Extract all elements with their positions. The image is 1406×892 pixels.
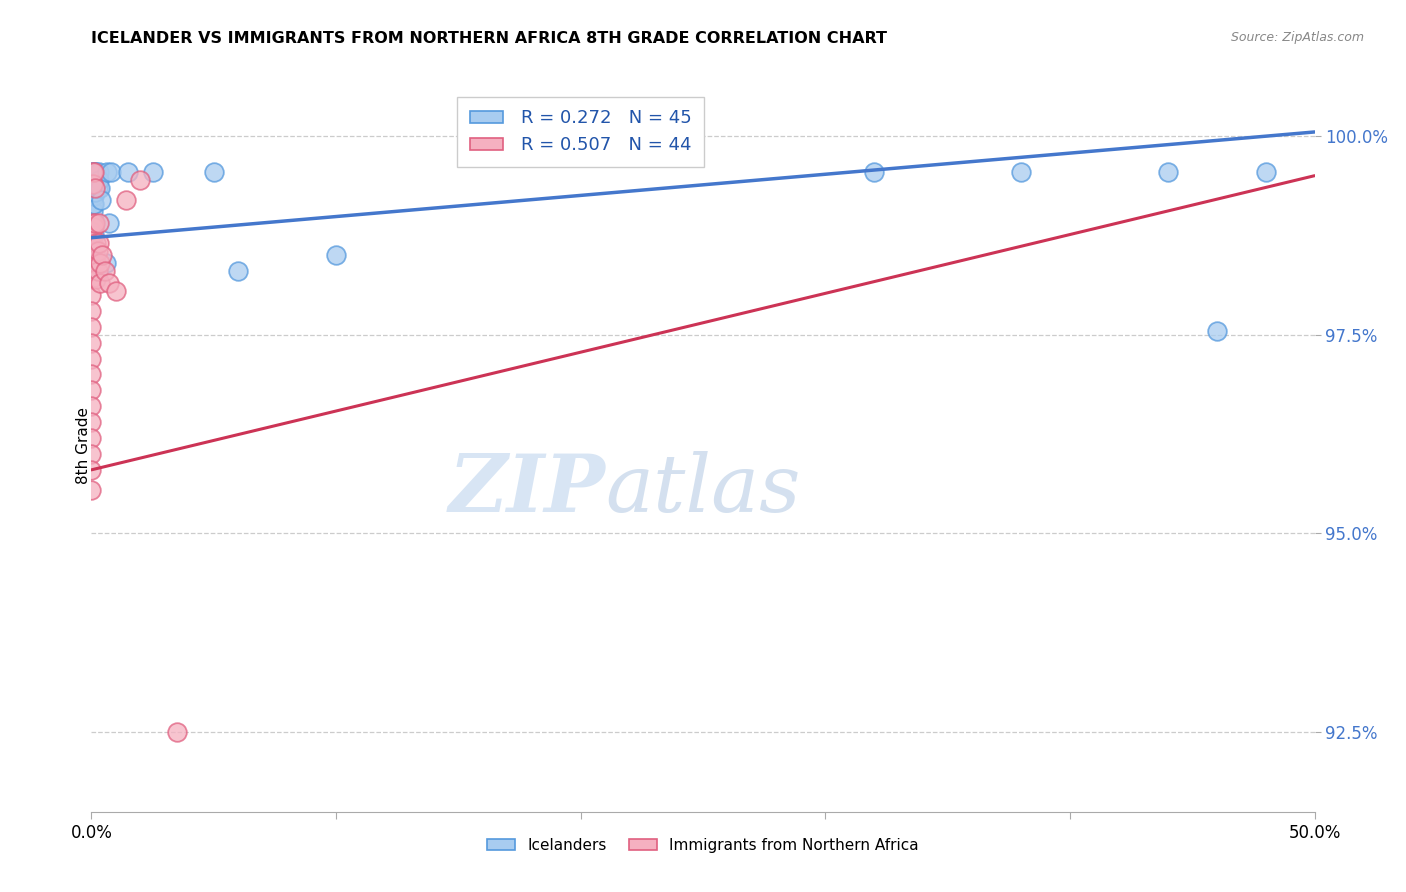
Point <box>80 240 103 254</box>
Point <box>82 172 104 186</box>
Point <box>89 256 111 270</box>
Point <box>84 272 107 286</box>
Point <box>82 177 104 191</box>
Point <box>84 165 107 179</box>
Point <box>83 188 105 202</box>
Point <box>83 240 105 254</box>
Point <box>89 180 111 194</box>
Point <box>80 248 103 262</box>
Point <box>80 384 103 398</box>
Point <box>87 216 110 230</box>
Point <box>80 224 103 238</box>
Point <box>84 185 107 199</box>
Point <box>141 165 163 179</box>
Point <box>83 216 105 230</box>
Point <box>202 165 225 179</box>
Point <box>83 165 105 179</box>
Point <box>1157 165 1180 179</box>
Point <box>166 725 188 739</box>
Point <box>97 216 120 230</box>
Point <box>104 284 127 298</box>
Point <box>80 256 103 270</box>
Point <box>1010 165 1032 179</box>
Point <box>87 165 110 179</box>
Point <box>80 288 103 302</box>
Point <box>82 216 104 230</box>
Point <box>325 248 347 262</box>
Point <box>83 196 105 211</box>
Point <box>80 180 103 194</box>
Point <box>87 236 110 251</box>
Point <box>84 256 107 270</box>
Point <box>84 172 107 186</box>
Text: Source: ZipAtlas.com: Source: ZipAtlas.com <box>1230 31 1364 45</box>
Point <box>83 228 105 243</box>
Point <box>80 165 103 179</box>
Point <box>84 244 107 259</box>
Point <box>83 172 105 186</box>
Point <box>82 188 104 202</box>
Legend: Icelanders, Immigrants from Northern Africa: Icelanders, Immigrants from Northern Afr… <box>481 831 925 859</box>
Point <box>226 264 249 278</box>
Point <box>80 483 103 497</box>
Point <box>83 180 105 194</box>
Point <box>82 180 104 194</box>
Point <box>80 368 103 382</box>
Point <box>84 180 107 194</box>
Point <box>86 264 108 278</box>
Point <box>100 165 122 179</box>
Point <box>82 236 104 251</box>
Point <box>86 264 108 278</box>
Point <box>89 276 111 290</box>
Text: atlas: atlas <box>605 451 800 529</box>
Point <box>80 188 103 202</box>
Text: ZIP: ZIP <box>449 451 605 529</box>
Point <box>94 256 117 270</box>
Point <box>80 335 103 350</box>
Point <box>80 463 103 477</box>
Point <box>83 165 105 179</box>
Point <box>80 431 103 445</box>
Point <box>87 172 110 186</box>
Point <box>129 172 152 186</box>
Point <box>83 256 105 270</box>
Point <box>80 415 103 429</box>
Point <box>84 216 107 230</box>
Point <box>84 236 107 251</box>
Point <box>80 236 103 251</box>
Y-axis label: 8th Grade: 8th Grade <box>76 408 90 484</box>
Point <box>80 319 103 334</box>
Text: ICELANDER VS IMMIGRANTS FROM NORTHERN AFRICA 8TH GRADE CORRELATION CHART: ICELANDER VS IMMIGRANTS FROM NORTHERN AF… <box>91 31 887 46</box>
Point <box>83 220 105 235</box>
Point <box>80 224 103 238</box>
Point <box>80 351 103 366</box>
Point <box>80 172 103 186</box>
Point <box>80 303 103 318</box>
Point <box>80 447 103 461</box>
Point <box>91 248 114 262</box>
Point <box>1254 165 1277 179</box>
Point <box>82 196 104 211</box>
Point <box>80 272 103 286</box>
Point <box>96 165 118 179</box>
Point <box>1205 324 1227 338</box>
Point <box>80 399 103 413</box>
Point <box>97 276 120 290</box>
Point <box>90 193 112 207</box>
Point <box>863 165 886 179</box>
Point <box>82 165 104 179</box>
Point <box>86 244 108 259</box>
Point <box>114 193 136 207</box>
Point <box>84 177 107 191</box>
Point <box>94 264 117 278</box>
Point <box>117 165 139 179</box>
Point <box>82 204 104 219</box>
Point <box>86 180 108 194</box>
Point <box>84 165 107 179</box>
Point <box>82 165 104 179</box>
